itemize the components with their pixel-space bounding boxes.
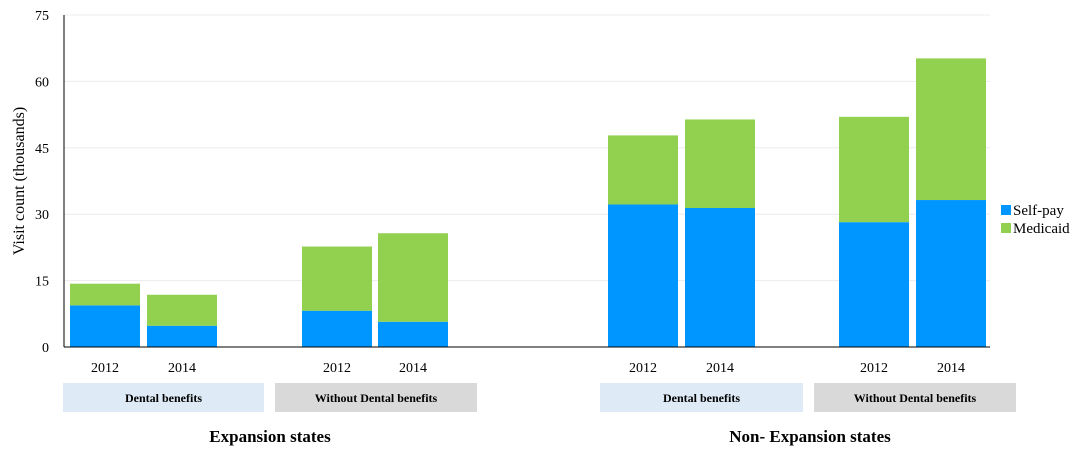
y-tick-label: 75 — [35, 9, 49, 24]
bar-medicaid — [378, 233, 448, 322]
bar-medicaid — [302, 246, 372, 311]
y-tick-label: 45 — [35, 142, 49, 157]
bars — [70, 58, 986, 347]
group-label-box — [275, 383, 477, 412]
x-tick-label: 2014 — [937, 361, 965, 376]
bar-medicaid — [839, 116, 909, 223]
bar-medicaid — [147, 294, 217, 326]
legend-label: Self-pay — [1013, 203, 1064, 219]
bar-self-pay — [839, 222, 909, 347]
x-tick-label: 2012 — [91, 361, 119, 376]
group-label-box — [600, 383, 803, 412]
region-label: Non- Expansion states — [729, 427, 891, 446]
y-tick-labels: 0 15 30 45 60 75 — [35, 9, 49, 356]
bar-self-pay — [147, 325, 217, 347]
x-tick-label: 2012 — [323, 361, 351, 376]
bar-self-pay — [608, 204, 678, 347]
legend-swatch — [1001, 205, 1011, 215]
group-labels: Dental benefits Without Dental benefits De… — [63, 383, 1016, 412]
group-label: Without Dental benefits — [854, 391, 977, 405]
y-tick-label: 15 — [35, 275, 49, 290]
bar-self-pay — [685, 208, 755, 347]
group-label: Dental benefits — [125, 391, 202, 405]
gridlines — [64, 14, 990, 282]
bar-self-pay — [378, 321, 448, 347]
x-tick-label: 2014 — [399, 361, 427, 376]
bar-medicaid — [685, 119, 755, 209]
legend-swatch — [1001, 223, 1011, 233]
y-tick-label: 60 — [35, 75, 49, 90]
bar-self-pay — [302, 310, 372, 347]
bar-medicaid — [916, 58, 986, 201]
group-label-box — [814, 383, 1016, 412]
y-axis-label: Visit count (thousands) — [11, 107, 28, 255]
x-tick-label: 2012 — [860, 361, 888, 376]
x-tick-label: 2014 — [706, 361, 734, 376]
group-label: Dental benefits — [663, 391, 740, 405]
legend-label: Medicaid — [1013, 221, 1070, 237]
x-tick-labels: 2012 2014 2012 2014 2012 2014 2012 2014 — [91, 361, 965, 376]
x-tick-label: 2012 — [629, 361, 657, 376]
bar-self-pay — [70, 305, 140, 347]
legend: Self-pay Medicaid — [1001, 203, 1070, 237]
group-label-box — [63, 383, 264, 412]
group-label: Without Dental benefits — [315, 391, 438, 405]
y-tick-label: 0 — [42, 341, 49, 356]
bar-medicaid — [70, 283, 140, 306]
y-tick-label: 30 — [35, 208, 49, 223]
bar-medicaid — [608, 135, 678, 205]
x-tick-label: 2014 — [168, 361, 196, 376]
bar-self-pay — [916, 200, 986, 347]
region-labels: Expansion states Non- Expansion states — [209, 427, 891, 446]
region-label: Expansion states — [209, 427, 331, 446]
